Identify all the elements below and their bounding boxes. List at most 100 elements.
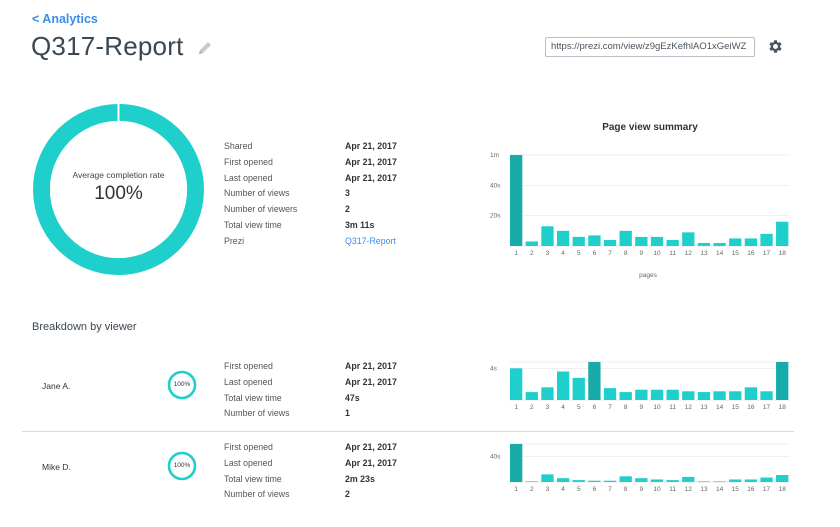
bar-page-7: [603, 239, 617, 246]
x-tick-label: 3: [546, 486, 550, 493]
y-tick-label: 20s: [490, 213, 501, 220]
share-url-field[interactable]: https://prezi.com/view/z9gEzKefhlAO1xGei…: [545, 37, 755, 57]
stat-value: 2: [345, 204, 350, 215]
x-tick-label: 11: [669, 250, 676, 257]
x-tick-label: 15: [732, 250, 740, 257]
y-tick-label: 1m: [490, 152, 499, 159]
bar-page-1: [510, 368, 523, 400]
stat-label: Number of views: [224, 408, 290, 419]
x-tick-label: 8: [624, 250, 628, 257]
bar-page-2: [525, 481, 538, 482]
breakdown-title: Breakdown by viewer: [32, 321, 137, 333]
stat-label: Shared: [224, 141, 253, 151]
viewer-completion-value: 100%: [173, 381, 191, 388]
x-tick-label: 2: [530, 404, 534, 411]
stat-total-view-time: Total view time 2m 23s: [224, 474, 464, 490]
x-tick-label: 16: [747, 250, 755, 257]
bar-page-8: [619, 392, 632, 400]
bar-page-5: [572, 236, 585, 246]
x-tick-label: 13: [700, 250, 708, 257]
stat-total-view-time: Total view time 3m 11s: [224, 220, 464, 236]
bar-page-8: [619, 476, 632, 482]
x-tick-label: 1: [514, 250, 518, 257]
x-tick-label: 10: [653, 404, 661, 411]
bar-page-15: [729, 479, 742, 482]
x-tick-label: 18: [779, 486, 787, 493]
bar-page-7: [603, 480, 617, 482]
x-tick-label: 6: [593, 486, 597, 493]
bar-page-7: [603, 388, 617, 400]
stat-label: Total view time: [224, 473, 282, 484]
y-tick-label: 40s: [490, 454, 501, 461]
x-tick-label: 17: [763, 250, 771, 257]
stat-number-of-views: Number of views 3: [224, 188, 464, 204]
completion-value: 100%: [94, 183, 143, 204]
stat-value: 2: [345, 489, 350, 500]
x-tick-label: 7: [608, 250, 612, 257]
bar-page-15: [729, 238, 742, 246]
bar-page-10: [650, 389, 664, 400]
bar-page-15: [729, 391, 742, 400]
completion-caption: Average completion rate: [72, 170, 165, 180]
x-tick-label: 7: [608, 404, 612, 411]
bar-page-6: [588, 480, 601, 482]
bar-page-2: [525, 241, 538, 246]
viewer-stats: First opened Apr 21, 2017 Last opened Ap…: [224, 361, 464, 424]
bar-page-18: [776, 221, 789, 246]
x-tick-label: 4: [561, 486, 565, 493]
bar-page-12: [682, 232, 695, 246]
y-tick-label: 40s: [490, 182, 501, 189]
x-tick-label: 6: [593, 250, 597, 257]
back-to-analytics-link[interactable]: < Analytics: [32, 12, 98, 26]
bar-page-14: [713, 391, 726, 400]
pencil-icon[interactable]: [197, 40, 213, 56]
stat-value: Apr 21, 2017: [345, 442, 397, 452]
bar-page-10: [650, 479, 664, 482]
bar-page-9: [635, 478, 648, 482]
stat-label: Last opened: [224, 172, 273, 183]
viewer-completion-donut: [167, 451, 197, 481]
stat-value: 3: [345, 188, 350, 199]
stat-value: 2m 23s: [345, 473, 375, 484]
x-tick-label: 10: [653, 250, 661, 257]
stat-value: 1: [345, 408, 350, 419]
bar-page-4: [556, 230, 570, 246]
y-tick-label: 4s: [490, 365, 498, 372]
x-tick-label: 17: [763, 486, 771, 493]
stat-label: Number of views: [224, 489, 290, 500]
stat-label: Last opened: [224, 457, 273, 468]
bar-page-12: [682, 476, 695, 482]
bar-page-8: [619, 230, 632, 246]
viewer-divider: [22, 431, 794, 432]
x-tick-label: 14: [716, 486, 724, 493]
x-tick-label: 14: [716, 404, 724, 411]
bar-page-11: [666, 389, 679, 400]
x-tick-label: 15: [732, 404, 740, 411]
bar-page-14: [713, 481, 726, 482]
bar-page-11: [666, 239, 679, 246]
x-tick-label: 11: [669, 486, 676, 493]
bar-page-2: [525, 392, 538, 400]
bar-page-3: [541, 387, 554, 400]
x-tick-label: 1: [514, 404, 518, 411]
bar-page-13: [697, 242, 711, 246]
stat-prezi: Prezi Q317-Report: [224, 236, 464, 252]
stat-value: Apr 21, 2017: [345, 172, 397, 183]
gear-icon[interactable]: [767, 38, 784, 55]
bar-page-17: [760, 391, 773, 400]
stat-value: Apr 21, 2017: [345, 156, 397, 167]
bar-page-1: [510, 444, 523, 482]
x-tick-label: 13: [700, 404, 708, 411]
bar-page-9: [635, 236, 648, 246]
bar-page-11: [666, 480, 679, 482]
page-view-summary-title: Page view summary: [602, 122, 698, 133]
stat-value: Apr 21, 2017: [345, 361, 397, 371]
viewer-name: Mike D.: [42, 462, 71, 472]
stat-value: Apr 21, 2017: [345, 457, 397, 468]
stat-label: Number of views: [224, 188, 290, 199]
bar-page-17: [760, 233, 773, 246]
prezi-link[interactable]: Q317-Report: [345, 235, 396, 246]
bar-page-3: [541, 226, 554, 246]
